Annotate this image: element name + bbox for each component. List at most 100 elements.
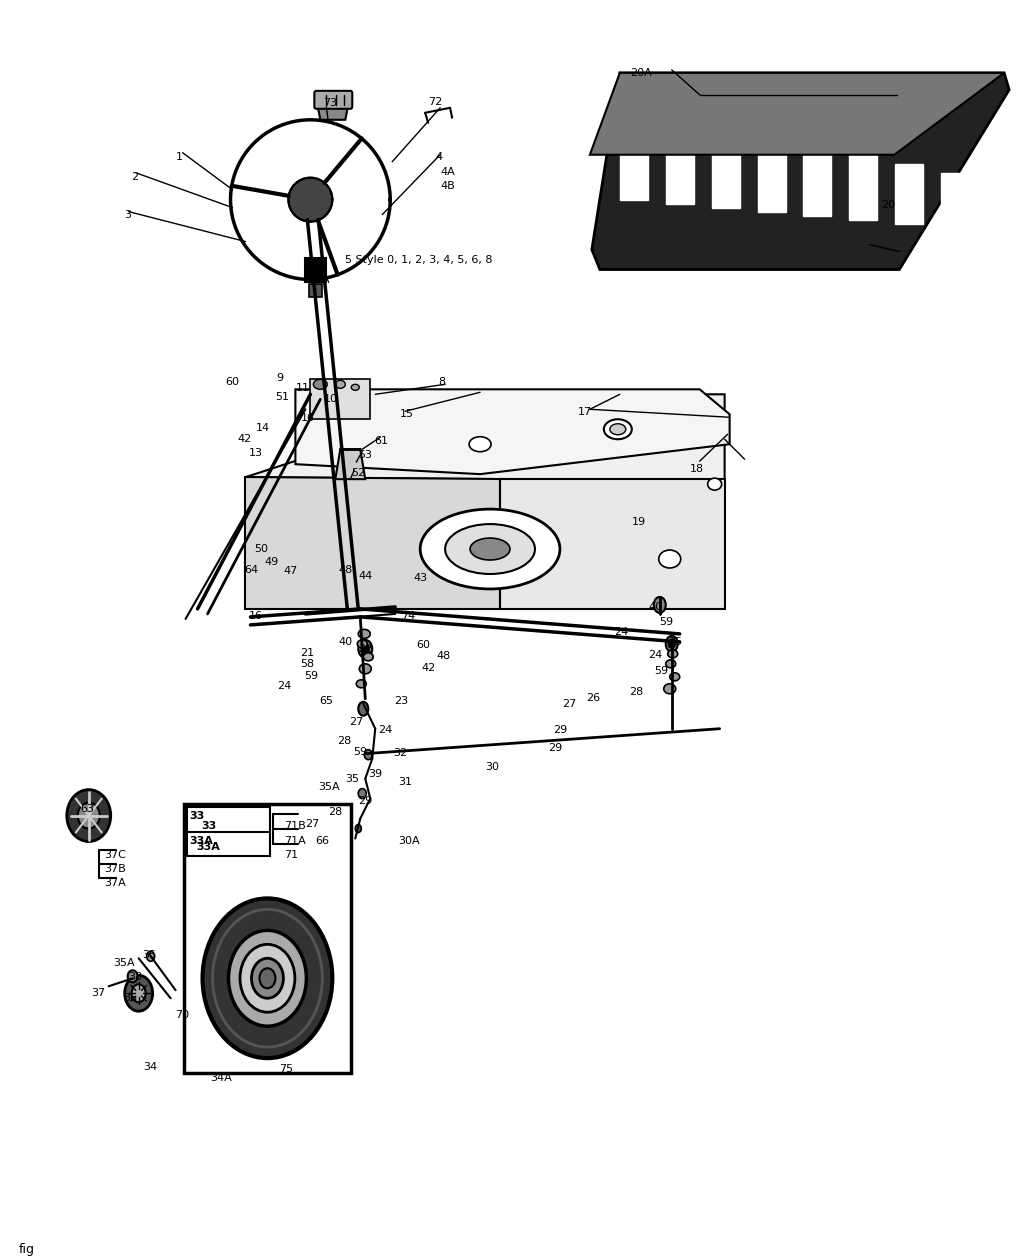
Text: 21: 21	[300, 648, 315, 658]
Text: 27: 27	[349, 716, 363, 726]
Ellipse shape	[358, 630, 370, 638]
Ellipse shape	[288, 178, 332, 222]
Text: 23: 23	[394, 696, 409, 706]
Text: 42: 42	[237, 434, 252, 444]
Text: 74: 74	[401, 611, 416, 621]
Text: 73: 73	[323, 98, 337, 108]
Text: 24: 24	[379, 725, 392, 735]
Text: 4: 4	[436, 152, 443, 161]
Text: 13: 13	[249, 448, 262, 458]
Text: 11: 11	[295, 383, 310, 393]
Text: 33A: 33A	[190, 836, 214, 846]
Text: 65: 65	[319, 696, 333, 706]
Ellipse shape	[666, 660, 676, 667]
Bar	[849, 155, 877, 219]
Ellipse shape	[445, 524, 535, 574]
Ellipse shape	[259, 968, 276, 988]
Text: 33: 33	[201, 821, 217, 831]
Text: 40: 40	[649, 602, 663, 612]
Polygon shape	[246, 394, 724, 480]
Ellipse shape	[610, 424, 625, 434]
Polygon shape	[295, 389, 730, 475]
Bar	[896, 164, 924, 224]
Text: 44: 44	[358, 572, 373, 580]
FancyBboxPatch shape	[315, 91, 352, 108]
Ellipse shape	[356, 680, 366, 687]
Text: 29: 29	[548, 743, 562, 753]
Text: 24: 24	[614, 627, 628, 637]
Text: 37: 37	[91, 988, 105, 998]
Bar	[712, 127, 740, 208]
Text: 26: 26	[586, 692, 600, 703]
Text: 63: 63	[79, 803, 94, 813]
Polygon shape	[590, 73, 1004, 155]
Text: 34: 34	[143, 1063, 158, 1073]
Ellipse shape	[213, 909, 322, 1047]
Text: 35A: 35A	[318, 782, 340, 792]
Bar	[187, 807, 270, 856]
Text: 70: 70	[174, 1010, 189, 1020]
Ellipse shape	[708, 478, 721, 490]
Text: 42: 42	[421, 662, 436, 672]
Text: 39: 39	[368, 769, 383, 778]
Text: 30: 30	[485, 762, 499, 772]
Ellipse shape	[364, 749, 373, 759]
Ellipse shape	[147, 952, 155, 962]
Ellipse shape	[358, 788, 366, 798]
Polygon shape	[246, 477, 501, 609]
Polygon shape	[305, 258, 326, 282]
Ellipse shape	[604, 419, 632, 439]
Text: 28: 28	[328, 807, 343, 817]
Bar	[757, 137, 785, 212]
Ellipse shape	[420, 509, 560, 589]
Text: 24: 24	[278, 681, 292, 691]
Text: 15: 15	[400, 409, 414, 419]
Text: fig: fig	[19, 1243, 35, 1255]
Text: 43: 43	[413, 573, 427, 583]
Text: 71B: 71B	[285, 821, 307, 831]
Ellipse shape	[670, 672, 680, 681]
Text: 66: 66	[316, 836, 329, 846]
Ellipse shape	[132, 985, 146, 1002]
Ellipse shape	[668, 650, 678, 658]
Text: 20: 20	[881, 200, 896, 210]
Polygon shape	[318, 104, 348, 120]
Text: 35: 35	[346, 773, 359, 783]
Ellipse shape	[357, 640, 367, 648]
Ellipse shape	[658, 550, 681, 568]
Ellipse shape	[471, 538, 510, 560]
Text: 20A: 20A	[630, 68, 651, 78]
Text: 8: 8	[439, 378, 445, 388]
Polygon shape	[310, 285, 322, 297]
Text: 60: 60	[226, 378, 239, 388]
Text: 48: 48	[437, 651, 450, 661]
Text: 64: 64	[245, 565, 259, 575]
Text: 37C: 37C	[104, 851, 126, 860]
Text: 28: 28	[337, 735, 352, 745]
Text: 33: 33	[190, 811, 204, 821]
Bar	[941, 172, 969, 228]
Text: 51: 51	[276, 393, 289, 403]
Ellipse shape	[202, 899, 332, 1058]
Text: 16: 16	[300, 413, 315, 423]
Polygon shape	[335, 449, 365, 480]
Polygon shape	[592, 73, 1009, 269]
Text: 22: 22	[358, 643, 373, 653]
Text: 4B: 4B	[440, 181, 455, 190]
Text: 50: 50	[255, 544, 268, 554]
Ellipse shape	[240, 944, 295, 1012]
Ellipse shape	[653, 597, 666, 613]
Text: 5 Style 0, 1, 2, 3, 4, 5, 6, 8: 5 Style 0, 1, 2, 3, 4, 5, 6, 8	[346, 254, 493, 264]
Text: 31: 31	[398, 777, 412, 787]
Text: 59: 59	[353, 747, 367, 757]
Bar	[804, 146, 832, 215]
Text: 34A: 34A	[211, 1073, 232, 1083]
Text: 60: 60	[416, 640, 430, 650]
Ellipse shape	[335, 380, 346, 388]
Bar	[620, 110, 648, 200]
Text: 49: 49	[264, 556, 279, 567]
Text: 3: 3	[124, 210, 131, 219]
Text: 75: 75	[280, 1064, 293, 1074]
Text: 37A: 37A	[104, 879, 126, 889]
Text: 32: 32	[393, 748, 408, 758]
